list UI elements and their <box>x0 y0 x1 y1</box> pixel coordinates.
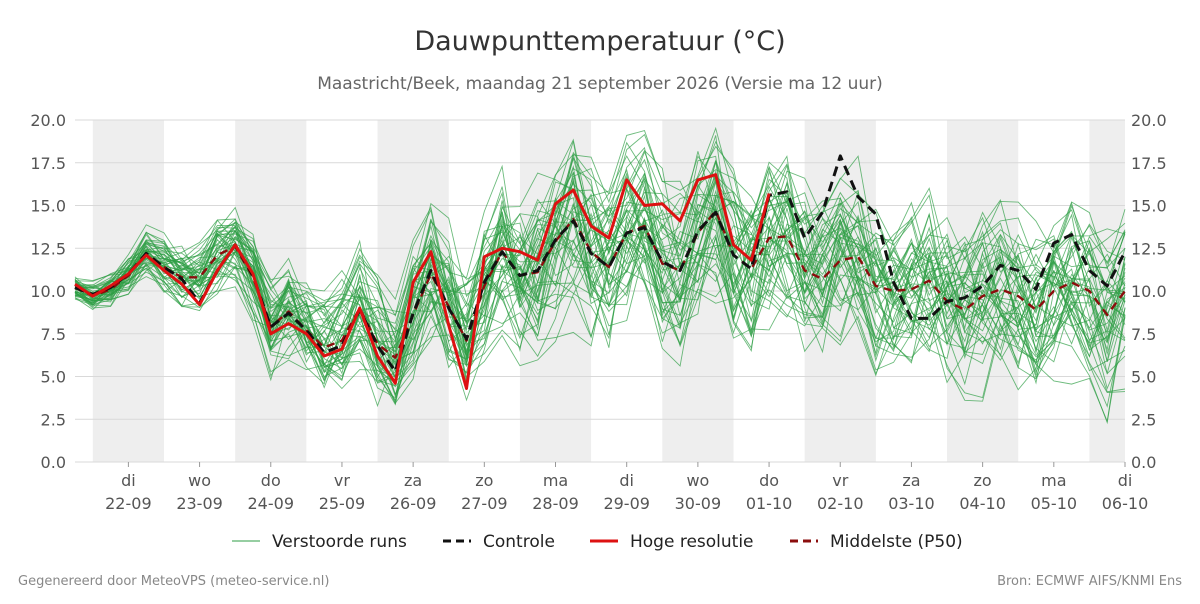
chart-title: Dauwpunttemperatuur (°C) <box>414 26 785 57</box>
x-tick-day: vr <box>334 471 350 490</box>
x-tick-date: 26-09 <box>390 494 437 513</box>
y-tick-label-left: 17.5 <box>30 154 66 173</box>
x-tick-date: 04-10 <box>959 494 1006 513</box>
legend-label: Controle <box>483 532 555 552</box>
x-tick-date: 06-10 <box>1102 494 1149 513</box>
x-tick-day: vr <box>832 471 848 490</box>
x-tick-day: wo <box>686 471 709 490</box>
x-axis: di 22-09 wo 23-09 do 24-09 vr 25-09 za 26-09 zo 27-… <box>105 462 1148 513</box>
x-tick-date: 24-09 <box>248 494 295 513</box>
x-tick-date: 22-09 <box>105 494 152 513</box>
x-tick-date: 27-09 <box>461 494 508 513</box>
x-tick-date: 03-10 <box>888 494 935 513</box>
y-tick-label-right: 10.0 <box>1131 282 1167 301</box>
y-tick-label-left: 0.0 <box>41 453 66 472</box>
x-tick-day: zo <box>974 471 992 490</box>
y-tick-label-right: 15.0 <box>1131 197 1167 216</box>
footer-source: Bron: ECMWF AIFS/KNMI Ens <box>997 574 1182 589</box>
x-tick-day: za <box>404 471 422 490</box>
ensemble-run-line <box>74 133 1126 384</box>
x-tick-day: di <box>1118 471 1133 490</box>
x-tick-day: zo <box>475 471 493 490</box>
ensemble-run-line <box>74 151 1126 406</box>
x-tick-day: wo <box>188 471 211 490</box>
x-tick-day: di <box>121 471 136 490</box>
y-tick-label-left: 12.5 <box>30 239 66 258</box>
ensemble-run-line <box>74 165 1126 408</box>
y-tick-label-left: 20.0 <box>30 111 66 130</box>
y-tick-label-right: 17.5 <box>1131 154 1167 173</box>
series-line-hoge-resolutie <box>74 173 771 390</box>
legend: Verstoorde runs Controle Hoge resolutie Mid… <box>232 532 963 552</box>
ensemble-run-line <box>74 153 1126 366</box>
legend-label: Middelste (P50) <box>830 532 963 552</box>
x-tick-date: 28-09 <box>532 494 579 513</box>
ensemble-run-line <box>74 163 1126 381</box>
y-axis-left: 0.0 2.5 5.0 7.5 10.0 12.5 15.0 17.5 20.0 <box>30 111 66 472</box>
ensemble-run-line <box>74 155 1126 357</box>
x-tick-date: 01-10 <box>746 494 793 513</box>
ensemble-runs <box>74 126 1126 425</box>
y-tick-label-left: 15.0 <box>30 197 66 216</box>
x-tick-date: 23-09 <box>176 494 223 513</box>
ensemble-run-line <box>74 175 1126 383</box>
x-tick-day: za <box>902 471 920 490</box>
x-tick-date: 02-10 <box>817 494 864 513</box>
y-axis-right: 0.0 2.5 5.0 7.5 10.0 12.5 15.0 17.5 20.0 <box>1131 111 1167 472</box>
x-tick-day: do <box>261 471 281 490</box>
chart-subtitle: Maastricht/Beek, maandag 21 september 20… <box>317 74 883 94</box>
ensemble-run-line <box>74 156 1126 374</box>
x-tick-date: 05-10 <box>1031 494 1078 513</box>
y-tick-label-right: 5.0 <box>1131 368 1156 387</box>
y-tick-label-left: 10.0 <box>30 282 66 301</box>
y-tick-label-left: 2.5 <box>41 410 66 429</box>
x-tick-day: ma <box>543 471 568 490</box>
x-tick-date: 25-09 <box>319 494 366 513</box>
y-tick-label-left: 7.5 <box>41 325 66 344</box>
legend-label: Hoge resolutie <box>630 532 754 552</box>
y-tick-label-right: 7.5 <box>1131 325 1156 344</box>
y-tick-label-right: 2.5 <box>1131 410 1156 429</box>
main-series <box>74 154 1127 390</box>
y-tick-label-left: 5.0 <box>41 368 66 387</box>
ensemble-run-line <box>74 180 1126 375</box>
ensemble-run-line <box>74 163 1126 382</box>
x-tick-day: do <box>759 471 779 490</box>
y-tick-label-right: 0.0 <box>1131 453 1156 472</box>
ensemble-run-line <box>74 160 1126 388</box>
legend-label: Verstoorde runs <box>272 532 407 552</box>
x-tick-day: ma <box>1041 471 1066 490</box>
ensemble-run-line <box>74 141 1126 382</box>
ensemble-run-line <box>74 141 1126 383</box>
y-tick-label-right: 20.0 <box>1131 111 1167 130</box>
footer-generated: Gegenereerd door MeteoVPS (meteo-service… <box>18 574 329 589</box>
x-tick-day: di <box>619 471 634 490</box>
y-tick-label-right: 12.5 <box>1131 239 1167 258</box>
x-tick-date: 30-09 <box>675 494 722 513</box>
x-tick-date: 29-09 <box>603 494 650 513</box>
